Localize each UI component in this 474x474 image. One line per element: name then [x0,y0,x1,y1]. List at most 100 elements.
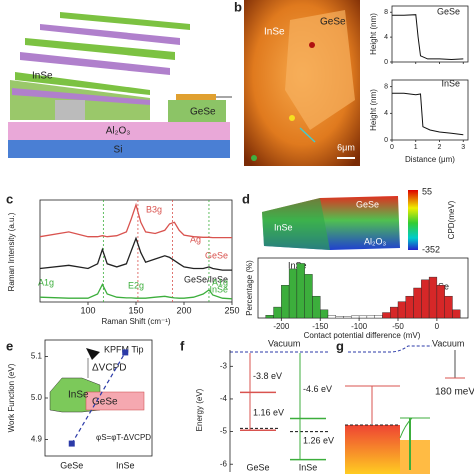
y-tick-label: 4.9 [31,435,43,444]
x-tick-label: InSe [116,460,135,470]
histogram-bar [304,274,313,319]
histogram-bar [351,315,360,319]
inse-label: InSe [68,390,89,401]
x-axis-label: Contact potential difference (mV) [304,331,421,340]
histogram-bar [273,306,282,319]
gese-label: GeSe [320,17,346,28]
probe-dot [309,42,315,48]
plot-frame [391,5,469,63]
inse-label: InSe [264,27,285,38]
plot-name: GeSe [437,6,460,16]
plot-frame [391,79,469,141]
colorbar-max: 55 [422,186,432,196]
oxide-layer [8,122,230,140]
y-tick-label: 8 [384,9,388,16]
colorbar [408,190,418,250]
panel-e: e Work Function (eV) KPFM Tip ΔVCPD InSe… [6,338,151,442]
histogram-bar [390,306,399,319]
y-tick-label: 0 [384,137,388,144]
raman-line [39,202,232,239]
gese-region [285,10,355,130]
y-tick-label: -6 [220,459,228,468]
panel-a: InSe GeSe Al₂O₃ Si [8,12,232,158]
peak-label: B3g [146,204,162,214]
panel-label: f [180,338,185,353]
height-profile [392,14,464,61]
histogram-bar [413,287,422,319]
series-label: InSe [209,284,228,294]
gese-band [345,425,400,474]
gese-label: GeSe [356,199,379,209]
colorbar-label: CPD(meV) [447,200,456,239]
histogram-bar [374,315,383,319]
histogram-bar [335,316,344,319]
vacuum-label: Vacuum [432,338,464,348]
x-tick-label: 100 [80,305,95,315]
oxide-label: Al₂O₃ [106,126,131,137]
y-tick-label: 8 [384,84,388,91]
si-layer [8,140,230,158]
x-tick-label: -200 [273,322,290,331]
x-tick-label: 150 [128,305,143,315]
y-axis-label: Work Function (eV) [7,363,16,432]
panel-c: c Raman Intensity (a.u.) Raman Shift (cm… [6,191,228,326]
histogram-bar [288,268,298,319]
y-tick-label: -4 [220,394,228,403]
histogram-bar [428,276,438,319]
y-tick-label: 4 [384,110,388,117]
panel-b: b InSe GeSe 6μm Height (nm) Height (nm) … [234,0,460,166]
x-tick-label: GeSe [60,460,83,470]
y-tick-label: 4 [384,34,388,41]
panel-label: d [242,191,250,206]
x-tick-label: -50 [392,322,404,331]
peak-label: E2g [128,280,144,290]
y-tick-label: 5.0 [31,393,43,402]
colorbar-min: -352 [422,244,440,254]
x-tick-label: -100 [351,322,368,331]
histogram-bar [327,315,336,319]
data-point [68,440,75,447]
peak-label: A1g [38,277,54,287]
x-tick-label: 0 [390,144,394,151]
y-axis-label: Percentage (%) [245,260,254,316]
inse-label: InSe [32,71,53,82]
inse-flakes [10,12,190,120]
profile-line [299,127,316,143]
histogram-bar [421,279,430,319]
x-tick-label: -150 [312,322,329,331]
histogram-bar [405,295,414,319]
tip-label: KPFM Tip [104,344,144,354]
panel-label: g [336,338,344,353]
x-axis-label: Distance (μm) [405,155,455,164]
panel-label: e [6,338,13,353]
y-axis-label: Height (nm) [369,89,378,131]
inse-level [399,417,430,439]
inse-label: InSe [274,222,293,232]
trend-line [71,352,126,444]
probe-dot [251,155,257,161]
peak-label: Ag [190,234,201,244]
gese-label: GeSe [190,107,216,118]
x-tick-label: 200 [176,305,191,315]
si-label: Si [114,145,123,156]
peak-label: A1g [212,277,228,287]
panel-d: d 55 -352 CPD(meV) InSe GeSe Al₂O₃ Perce… [242,186,456,340]
raman-line [39,283,233,300]
equation: φS=φT-ΔVCPD [96,433,151,442]
gese-block [85,391,145,411]
y-axis-label: Height (nm) [369,13,378,55]
x-axis-label: Raman Shift (cm⁻¹) [101,317,170,326]
electrode [176,94,216,100]
histogram-bar [281,285,290,319]
x-tick-label: 3 [461,144,465,151]
data-point [122,349,129,356]
gese-label: GeSe [92,397,118,408]
x-tick-label: 1 [414,144,418,151]
gap-label: 1.16 eV [253,408,284,418]
series-label: GeSe/InSe [184,274,228,284]
histogram-bar [366,315,375,319]
histogram-bar [397,301,406,319]
y-tick-label: 5.1 [31,352,43,361]
